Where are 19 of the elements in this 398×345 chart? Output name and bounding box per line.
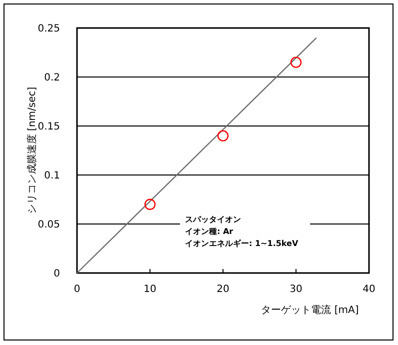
y-tick-label: 0.05 xyxy=(38,220,60,230)
y-axis-title: シリコン成膜速度 [nm/sec] xyxy=(26,86,38,214)
x-tick-label: 20 xyxy=(216,284,230,295)
annotation: スパッタイオン xyxy=(185,215,241,224)
x-tick-label: 10 xyxy=(144,284,156,295)
y-tick-label: 0.15 xyxy=(38,122,60,132)
y-tick-label: 0.2 xyxy=(44,72,60,84)
point xyxy=(290,56,302,68)
x-axis-title: ターゲット電流 [mA] xyxy=(261,304,359,316)
point xyxy=(217,130,229,142)
point xyxy=(144,198,156,210)
annotation: イオン種: Ar xyxy=(185,227,234,236)
x-tick-label: 0 xyxy=(74,284,80,295)
annotation: イオンエネルギー: 1~1.5keV xyxy=(185,239,299,248)
y-tick-label: 0.25 xyxy=(38,24,60,34)
x-tick-label: 30 xyxy=(290,284,302,295)
x-tick-label: 40 xyxy=(362,284,376,295)
y-tick-label: 0 xyxy=(54,268,60,280)
y-tick-label: 0.1 xyxy=(44,170,60,182)
